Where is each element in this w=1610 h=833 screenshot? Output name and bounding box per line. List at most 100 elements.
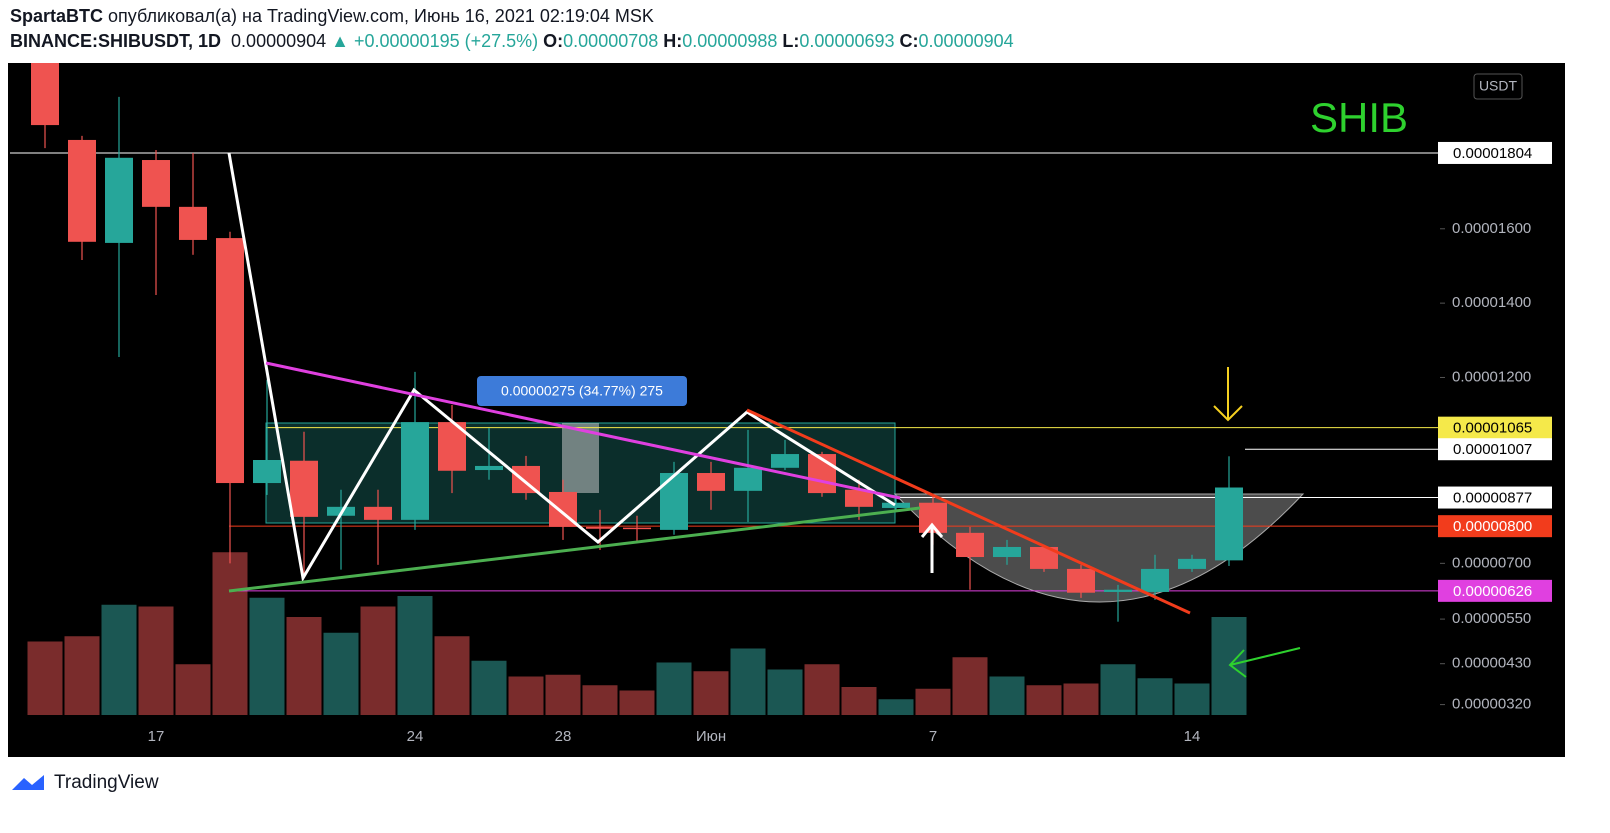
y-tick-label: 0.00001600 (1452, 220, 1531, 237)
o-label: O: (543, 31, 564, 51)
symbol-label: SHIB (1310, 94, 1408, 141)
l-value: 0.00000693 (799, 31, 895, 51)
price-line-label: 0.00001065 (1453, 420, 1532, 437)
volume-bar (878, 699, 914, 715)
o-value: 0.00000708 (563, 31, 659, 51)
volume-bar (286, 617, 322, 715)
volume-bar (249, 597, 285, 715)
measure-label: 0.00000275 (34.77%) 275 (501, 383, 663, 399)
volume-bar (952, 657, 988, 715)
yellow-arrow (1213, 367, 1243, 422)
price-line-label: 0.00000800 (1453, 518, 1532, 535)
candle-body (179, 206, 207, 240)
candle-body (1030, 546, 1058, 569)
volume-bar (508, 676, 544, 715)
candle-body (68, 139, 96, 242)
candle-body (623, 527, 651, 530)
candle-body (956, 532, 984, 558)
candle-body (1067, 568, 1095, 593)
candle-body (401, 422, 429, 520)
volume-bar (1063, 683, 1099, 715)
volume-bar (1137, 678, 1173, 715)
x-tick-label: 7 (929, 728, 937, 745)
candle-body (1141, 568, 1169, 592)
header-line-2: BINANCE:SHIBUSDT, 1D 0.00000904 ▲ +0.000… (10, 31, 1014, 52)
candle-body (771, 454, 799, 468)
volume-bar (804, 664, 840, 715)
last-price: 0.00000904 (231, 31, 327, 51)
author: SpartaBTC (10, 6, 104, 26)
volume-bar (1026, 685, 1062, 715)
volume-bar (175, 664, 211, 715)
symbol: BINANCE:SHIBUSDT, 1D (10, 31, 222, 51)
y-tick-label: 0.00000430 (1452, 655, 1531, 672)
volume-bar (656, 662, 692, 715)
volume-bar (1100, 664, 1136, 715)
currency-label: USDT (1479, 78, 1518, 94)
red-trendline (746, 408, 1191, 615)
volume-bar (1174, 683, 1210, 715)
volume-pane (27, 552, 1247, 715)
volume-bar (989, 676, 1025, 715)
header-line-1: SpartaBTC опубликовал(а) на TradingView.… (10, 6, 654, 27)
candle-body (142, 160, 170, 207)
green-trendline (228, 506, 921, 593)
price-line-label: 0.00000626 (1453, 583, 1532, 600)
price-line-badge (1438, 141, 1552, 164)
y-tick-label: 0.00001400 (1452, 294, 1531, 311)
magenta-trendline (265, 361, 901, 500)
candle-body (475, 465, 503, 471)
volume-bar (471, 660, 507, 715)
candle-body (993, 546, 1021, 558)
candle-body (882, 502, 910, 508)
volume-bar (619, 690, 655, 715)
price-line-badge (1438, 416, 1552, 439)
x-tick-label: 14 (1184, 728, 1201, 745)
measure-badge (477, 376, 687, 406)
drawings (265, 422, 1305, 603)
y-tick-label: 0.00000550 (1452, 610, 1531, 627)
volume-bar (101, 604, 137, 715)
volume-bar (915, 688, 951, 715)
y-tick-label: 0.00001200 (1452, 368, 1531, 385)
currency-badge (1473, 73, 1523, 100)
x-tick-label: 28 (555, 728, 572, 745)
green-arrow (1228, 647, 1301, 678)
volume-bar (212, 552, 248, 715)
price-line-label: 0.00001804 (1453, 145, 1532, 162)
volume-bar (1211, 617, 1247, 715)
x-tick-label: 17 (148, 728, 165, 745)
y-tick-label: 0.00000700 (1452, 554, 1531, 571)
volume-bar (360, 606, 396, 715)
candle-body (586, 526, 614, 529)
c-value: 0.00000904 (918, 31, 1014, 51)
candle-body (290, 460, 318, 517)
brand: TradingView (54, 772, 159, 793)
candle-body (364, 506, 392, 520)
x-tick-label: Июн (696, 728, 726, 745)
volume-bar (730, 648, 766, 715)
volume-bar (582, 685, 618, 715)
white-arrow (920, 522, 944, 573)
price-line-badge (1438, 515, 1552, 538)
candle-body (845, 489, 873, 507)
price-line-badge (1438, 579, 1552, 602)
x-tick-label: 24 (407, 728, 424, 745)
candle-body (1215, 487, 1243, 561)
volume-bar (545, 674, 581, 715)
volume-bar (693, 671, 729, 715)
volume-bar (397, 596, 433, 715)
candle-body (105, 157, 133, 243)
l-label: L: (782, 31, 800, 51)
h-value: 0.00000988 (682, 31, 778, 51)
candle-body (1104, 589, 1132, 592)
logo-icon (12, 775, 44, 790)
volume-bar (434, 636, 470, 715)
volume-bar (138, 606, 174, 715)
trend-drawings: 0.00000275 (34.77%) 275 SHIB USDT (227, 73, 1523, 678)
change: ▲ +0.00000195 (+27.5%) (331, 31, 539, 51)
cup-shape (893, 493, 1305, 603)
candle-body (697, 473, 725, 491)
